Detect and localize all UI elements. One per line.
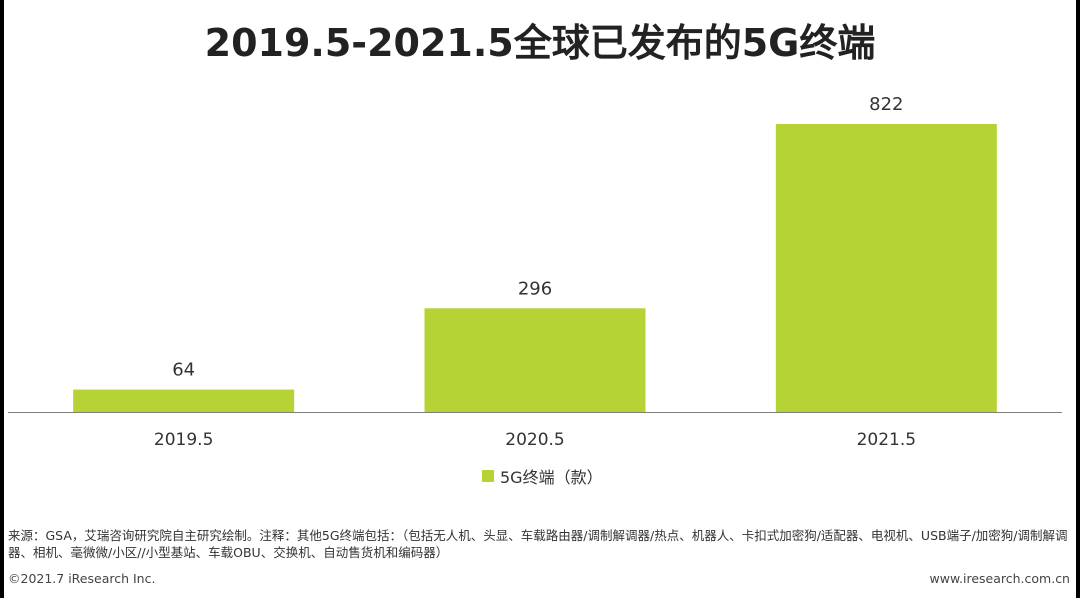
copyright: ©2021.7 iResearch Inc. (8, 571, 156, 586)
source-note: 来源：GSA，艾瑞咨询研究院自主研究绘制。注释：其他5G终端包括：（包括无人机、… (8, 528, 1068, 560)
bar-2020.5 (424, 308, 646, 412)
legend-swatch (482, 470, 494, 482)
data-label-2021.5: 822 (869, 94, 903, 115)
bar-chart: 64 2019.5 296 2020.5 822 2021.5 (8, 94, 1062, 450)
x-tick-2020.5: 2020.5 (505, 430, 564, 450)
chart-title: 2019.5-2021.5全球已发布的5G终端 (204, 21, 876, 65)
data-label-2019.5: 64 (172, 360, 195, 381)
legend: 5G终端（款） (482, 464, 603, 488)
website: www.iresearch.com.cn (929, 571, 1071, 586)
legend-label: 5G终端（款） (500, 468, 603, 487)
data-label-2020.5: 296 (518, 278, 552, 299)
bar-2019.5 (73, 389, 295, 412)
x-tick-2021.5: 2021.5 (857, 430, 916, 450)
chart-panel: 2019.5-2021.5全球已发布的5G终端 64 2019.5 296 2020.… (4, 0, 1076, 598)
x-tick-2019.5: 2019.5 (154, 430, 213, 450)
footer: ©2021.7 iResearch Inc. www.iresearch.com… (8, 571, 1070, 586)
bar-2021.5 (775, 124, 997, 412)
